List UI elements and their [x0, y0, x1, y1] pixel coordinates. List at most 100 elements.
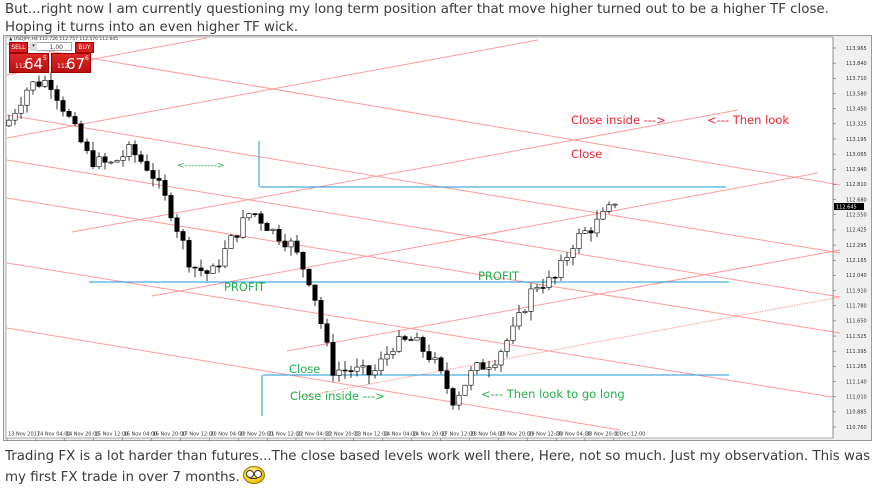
bear-candle — [318, 296, 324, 329]
buy-button[interactable]: BUY — [75, 42, 94, 53]
y-axis-label: 111.650 — [846, 319, 867, 325]
bull-candle — [126, 141, 132, 161]
candle-body — [384, 354, 390, 360]
bear-candle — [438, 356, 444, 375]
candle-body — [354, 366, 360, 372]
x-axis-label: 15 Nov 12:00 — [95, 432, 129, 438]
bear-candle — [324, 318, 330, 347]
y-axis-label: 111.780 — [846, 304, 867, 310]
candle-body — [324, 323, 330, 343]
bull-candle — [384, 346, 390, 366]
bull-candle — [510, 317, 516, 345]
sell-price-button[interactable]: 112 64 5 — [9, 53, 49, 73]
x-axis-label: 21 Nov 12:00 — [268, 432, 302, 438]
candle-body — [444, 370, 450, 389]
annotation-then-look: <--- Then look — [707, 113, 789, 127]
candle-body — [456, 394, 462, 406]
bull-candle — [582, 227, 588, 235]
bull-candle — [12, 109, 18, 125]
bear-candle — [36, 75, 42, 88]
trendline — [151, 172, 819, 297]
sell-price-fraction: 5 — [43, 55, 47, 62]
bear-candle — [162, 174, 168, 201]
bear-candle — [156, 169, 162, 189]
candle-body — [162, 180, 168, 196]
bear-candle — [72, 112, 78, 127]
bull-candle — [486, 360, 492, 378]
candle-body — [570, 248, 576, 258]
bull-candle — [30, 81, 36, 95]
candle-body — [552, 276, 558, 279]
plot-area — [5, 36, 834, 439]
lot-dropdown-icon[interactable]: ▾ — [30, 42, 37, 51]
bear-candle — [300, 251, 306, 278]
bull-candle — [120, 150, 126, 167]
candle-body — [126, 144, 132, 157]
post-bottom-text-content: Trading FX is a lot harder than futures.… — [5, 449, 871, 485]
candle-body — [270, 228, 276, 231]
candle-body — [72, 116, 78, 125]
one-click-trading-panel: SELL 1.00 ▾ BUY 112 64 5 112 67 6 — [9, 41, 94, 73]
buy-price-pips: 67 — [66, 55, 86, 73]
bull-candle — [210, 263, 216, 274]
sell-button[interactable]: SELL — [9, 42, 28, 53]
bull-candle — [222, 240, 228, 269]
y-axis-label: 111.140 — [846, 379, 867, 385]
bear-candle — [306, 268, 312, 287]
candle-body — [36, 81, 42, 87]
bear-candle — [402, 334, 408, 342]
y-axis-label: 113.325 — [846, 122, 867, 128]
bear-candle — [552, 275, 558, 285]
trendline — [286, 249, 841, 352]
candle-body — [576, 233, 582, 249]
bear-candle — [312, 284, 318, 307]
bull-candle — [576, 228, 582, 254]
bull-candle — [564, 252, 570, 266]
candle-body — [60, 100, 66, 112]
candle-body — [264, 223, 270, 231]
bull-candle — [246, 213, 252, 221]
candle-body — [516, 312, 522, 327]
x-axis-label: 22 Nov 20:00 — [326, 432, 360, 438]
candle-body — [498, 351, 504, 366]
annotation-close-green: Close — [289, 362, 320, 376]
candle-body — [402, 336, 408, 340]
candle-body — [462, 384, 468, 396]
bull-candle — [354, 358, 360, 377]
candle-body — [612, 203, 618, 206]
candle-body — [30, 81, 36, 91]
x-axis-label: 16 Nov 04:00 — [124, 432, 158, 438]
y-axis-label: 110.760 — [846, 425, 867, 431]
bull-candle — [594, 210, 600, 238]
buy-price-prefix: 112 — [57, 63, 69, 70]
candle-body — [486, 367, 492, 370]
y-axis-label: 113.840 — [846, 61, 867, 67]
candle-body — [174, 217, 180, 232]
trendline — [6, 159, 841, 298]
post-top-text: But...right now I am currently questioni… — [5, 2, 829, 35]
bear-candle — [276, 224, 282, 245]
trendline — [6, 114, 841, 254]
candle-body — [150, 170, 156, 179]
x-axis-label: 20 Nov 20:00 — [239, 432, 273, 438]
candle-body — [228, 235, 234, 249]
candle-body — [600, 211, 606, 220]
bull-candle — [360, 359, 366, 375]
bear-candle — [540, 278, 546, 294]
x-axis-label: 17 Nov 12:00 — [181, 432, 215, 438]
buy-price-button[interactable]: 112 67 6 — [51, 53, 91, 73]
bull-candle — [504, 338, 510, 358]
candle-body — [168, 195, 174, 219]
y-axis-label: 112.295 — [846, 243, 867, 249]
symbol-info: ▲ USDJPY,H4 112.726 112.757 112.570 112.… — [9, 37, 119, 42]
candle-body — [528, 288, 534, 312]
bull-candle — [270, 228, 276, 235]
bear-candle — [258, 210, 264, 231]
candle-body — [252, 213, 258, 215]
candle-body — [522, 311, 528, 313]
y-axis-label: 113.580 — [846, 91, 867, 97]
bull-candle — [24, 87, 30, 113]
bull-candle — [522, 309, 528, 314]
y-axis-label: 111.395 — [846, 349, 867, 355]
x-axis-label: 24 Nov 20:00 — [413, 432, 447, 438]
